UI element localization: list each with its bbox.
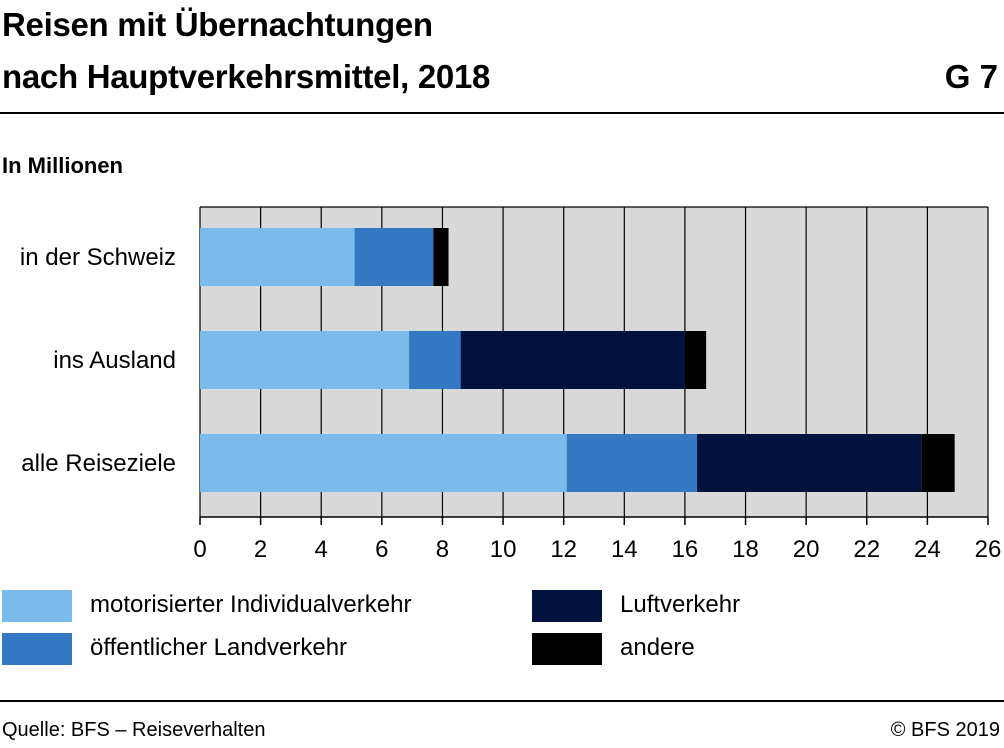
- bar-chart: in der Schweiz ins Ausland alle Reiseziele…: [20, 206, 1002, 563]
- x-tick-label: 10: [490, 536, 517, 563]
- chart-title-line-1: Reisen mit Übernachtungen: [2, 6, 433, 43]
- x-tick-label: 24: [914, 536, 941, 563]
- bar-segment: [566, 434, 698, 492]
- bar-segment: [697, 434, 922, 492]
- bar-segment: [200, 228, 355, 286]
- bar-segment: [409, 331, 461, 389]
- bar-segment: [354, 228, 434, 286]
- bottom-rule: [0, 700, 1004, 702]
- x-tick-label: 4: [315, 536, 328, 563]
- legend-label: andere: [620, 634, 695, 661]
- x-tick-label: 0: [193, 536, 206, 563]
- x-tick-label: 14: [611, 536, 638, 563]
- chart-title-line-2: nach Hauptverkehrsmittel, 2018: [2, 58, 491, 95]
- legend-label: motorisierter Individualverkehr: [90, 591, 412, 618]
- legend-label: Luftverkehr: [620, 591, 741, 618]
- bar-segment: [200, 434, 567, 492]
- x-tick-label: 12: [550, 536, 577, 563]
- chart-number: G 7: [944, 58, 998, 95]
- legend-swatch: [532, 633, 602, 665]
- legend-swatch: [2, 633, 72, 665]
- category-label: alle Reiseziele: [21, 450, 176, 477]
- bar-segment: [433, 228, 449, 286]
- bar-segment: [684, 331, 707, 389]
- legend-swatch: [2, 590, 72, 622]
- bar-segment: [921, 434, 955, 492]
- bar-segment: [460, 331, 685, 389]
- x-tick-label: 2: [254, 536, 267, 563]
- legend-swatch: [532, 590, 602, 622]
- category-label: ins Ausland: [53, 347, 176, 374]
- category-label: in der Schweiz: [20, 244, 176, 271]
- x-tick-label: 6: [375, 536, 388, 563]
- x-tick-label: 16: [672, 536, 699, 563]
- top-rule: [0, 112, 1004, 114]
- unit-label: In Millionen: [2, 153, 123, 178]
- bar-segment: [200, 331, 410, 389]
- x-tick-label: 8: [436, 536, 449, 563]
- source-note: Quelle: BFS – Reiseverhalten: [2, 719, 266, 741]
- legend-label: öffentlicher Landverkehr: [90, 634, 348, 661]
- x-tick-label: 26: [975, 536, 1002, 563]
- x-tick-label: 22: [853, 536, 880, 563]
- x-tick-label: 18: [732, 536, 759, 563]
- x-tick-label: 20: [793, 536, 820, 563]
- copyright-note: © BFS 2019: [890, 719, 1000, 741]
